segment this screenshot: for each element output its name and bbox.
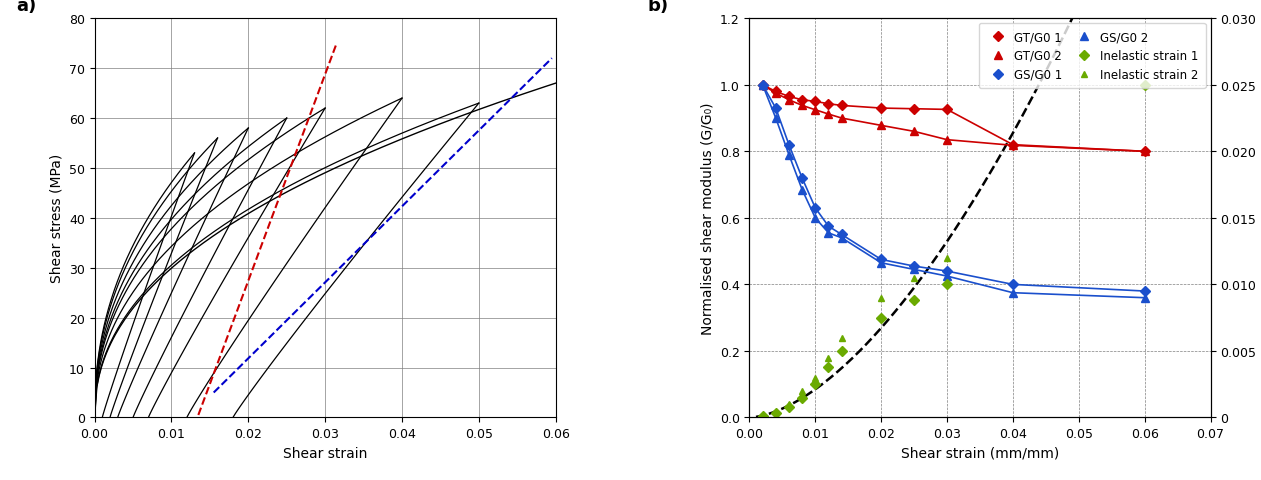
X-axis label: Shear strain (mm/mm): Shear strain (mm/mm) (900, 446, 1059, 460)
GS/G0 1 (1005, 282, 1020, 288)
GT/G0 1 (874, 106, 889, 112)
GT/G0 2 (768, 91, 783, 97)
Inelastic strain 1 (939, 282, 955, 288)
GS/G0 2 (834, 235, 849, 241)
Inelastic strain 2 (834, 335, 849, 341)
X-axis label: Shear strain: Shear strain (282, 446, 367, 460)
Inelastic strain 2 (794, 388, 810, 394)
GT/G0 1 (782, 95, 797, 100)
GS/G0 1 (939, 269, 955, 275)
GS/G0 1 (768, 106, 783, 112)
Legend: GT/G0 1, GT/G0 2, GS/G0 1, GS/G0 2, Inelastic strain 1, Inelastic strain 2: GT/G0 1, GT/G0 2, GS/G0 1, GS/G0 2, Inel… (979, 24, 1206, 89)
Inelastic strain 2 (874, 295, 889, 301)
GT/G0 1 (755, 83, 770, 88)
GS/G0 2 (874, 260, 889, 266)
Line: GT/G0 1: GT/G0 1 (759, 82, 1149, 156)
Line: Inelastic strain 2: Inelastic strain 2 (759, 82, 1149, 420)
GS/G0 1 (834, 232, 849, 238)
GS/G0 1 (821, 224, 836, 229)
GT/G0 1 (834, 103, 849, 109)
GT/G0 2 (808, 108, 823, 113)
Inelastic strain 2 (1137, 83, 1153, 88)
Line: GS/G0 2: GS/G0 2 (758, 82, 1149, 302)
Text: b): b) (648, 0, 670, 15)
Inelastic strain 2 (768, 409, 783, 415)
GS/G0 2 (1005, 290, 1020, 296)
GS/G0 1 (794, 176, 810, 181)
GT/G0 2 (755, 83, 770, 88)
GT/G0 1 (794, 97, 810, 103)
GS/G0 2 (808, 216, 823, 221)
GS/G0 2 (1137, 295, 1153, 301)
GS/G0 2 (794, 187, 810, 193)
Inelastic strain 1 (834, 348, 849, 354)
Inelastic strain 2 (782, 401, 797, 407)
GT/G0 2 (834, 116, 849, 121)
Line: GS/G0 1: GS/G0 1 (759, 82, 1149, 295)
GT/G0 1 (808, 99, 823, 105)
GT/G0 1 (768, 89, 783, 95)
Y-axis label: Shear stress (MPa): Shear stress (MPa) (49, 154, 63, 283)
Line: Inelastic strain 1: Inelastic strain 1 (759, 82, 1149, 420)
Line: GT/G0 2: GT/G0 2 (758, 82, 1149, 156)
GT/G0 2 (939, 137, 955, 143)
Inelastic strain 1 (782, 404, 797, 410)
Inelastic strain 1 (794, 395, 810, 400)
GT/G0 2 (1137, 149, 1153, 155)
Inelastic strain 2 (939, 255, 955, 261)
Inelastic strain 1 (907, 298, 922, 304)
Inelastic strain 1 (1137, 83, 1153, 88)
Text: a): a) (16, 0, 37, 15)
Inelastic strain 2 (907, 275, 922, 281)
GS/G0 2 (782, 153, 797, 158)
Inelastic strain 2 (821, 355, 836, 361)
GT/G0 1 (939, 108, 955, 113)
GS/G0 1 (874, 257, 889, 263)
GS/G0 2 (768, 116, 783, 121)
Y-axis label: Normalised shear modulus (G/G₀): Normalised shear modulus (G/G₀) (700, 102, 714, 335)
GS/G0 1 (782, 143, 797, 148)
GT/G0 1 (907, 107, 922, 112)
GT/G0 1 (821, 102, 836, 108)
Inelastic strain 1 (874, 315, 889, 321)
GS/G0 1 (808, 205, 823, 211)
Inelastic strain 2 (755, 413, 770, 419)
GS/G0 1 (907, 264, 922, 269)
GS/G0 2 (821, 230, 836, 236)
GT/G0 2 (821, 112, 836, 118)
Inelastic strain 2 (808, 375, 823, 381)
GT/G0 2 (782, 97, 797, 103)
GS/G0 2 (755, 83, 770, 88)
GS/G0 1 (1137, 288, 1153, 294)
GT/G0 1 (1005, 143, 1020, 148)
GT/G0 2 (1005, 143, 1020, 149)
Inelastic strain 1 (768, 411, 783, 417)
GT/G0 1 (1137, 149, 1153, 155)
GS/G0 2 (939, 274, 955, 279)
GT/G0 2 (794, 103, 810, 109)
Inelastic strain 1 (821, 364, 836, 370)
GT/G0 2 (874, 123, 889, 129)
GS/G0 2 (907, 267, 922, 273)
Inelastic strain 1 (808, 382, 823, 387)
GS/G0 1 (755, 83, 770, 88)
Inelastic strain 1 (755, 413, 770, 419)
GT/G0 2 (907, 129, 922, 135)
